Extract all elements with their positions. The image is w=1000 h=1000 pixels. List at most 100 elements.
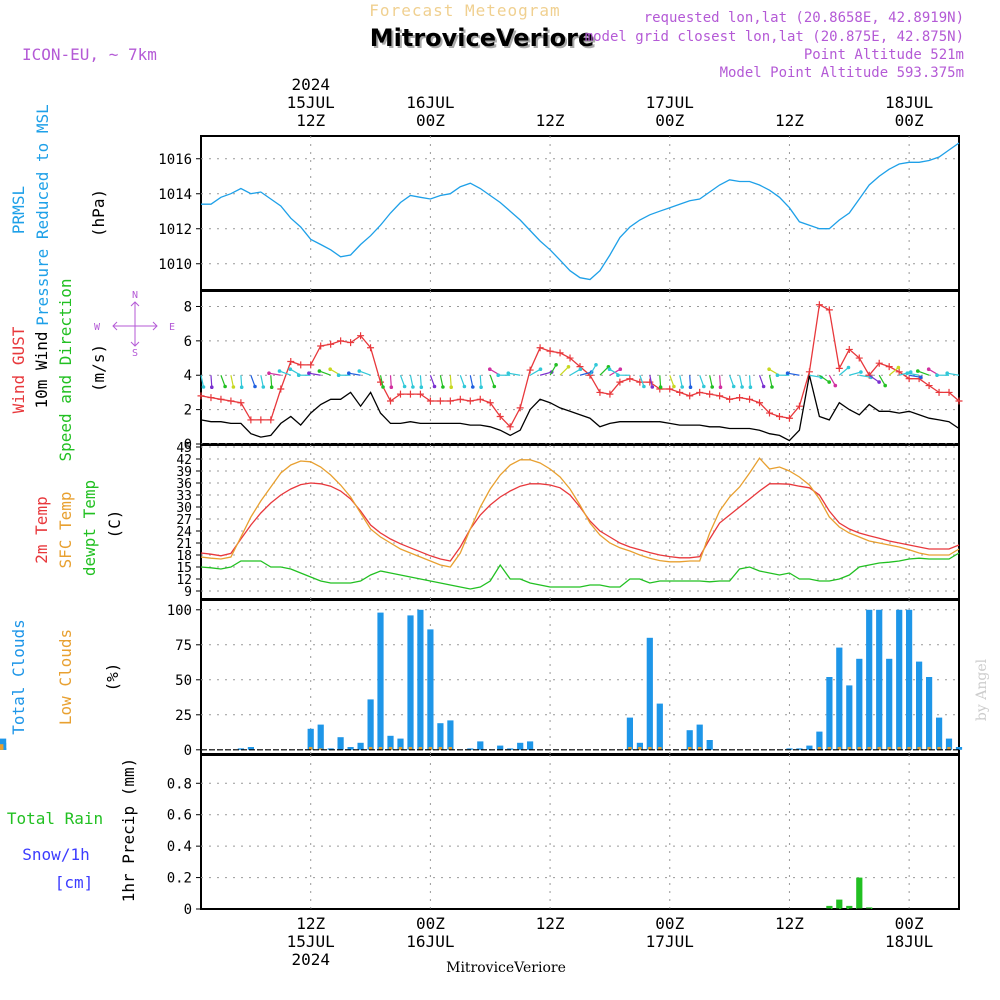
bar-low-clouds xyxy=(837,747,841,750)
bar-low-clouds xyxy=(877,747,881,750)
unit-precip: 1hr Precip (mm) xyxy=(119,758,138,903)
y-tick-label: 39 xyxy=(176,465,192,480)
gust-point xyxy=(855,354,863,362)
label-pressure: Pressure Reduced to MSL xyxy=(33,104,52,326)
label-total-rain: Total Rain xyxy=(7,809,103,828)
y-tick-label: 0.2 xyxy=(167,871,192,887)
wind-arrow-head xyxy=(261,385,266,389)
gust-point xyxy=(596,388,604,396)
wind-arrow xyxy=(469,375,474,388)
wind-arrow-head xyxy=(267,371,271,376)
gust-point xyxy=(396,390,404,398)
panel-labels: PRMSL Pressure Reduced to MSL (hPa) Wind… xyxy=(9,104,138,902)
wind-arrow-head xyxy=(253,384,257,389)
wind-arrow xyxy=(748,375,751,388)
bar-low-clouds xyxy=(887,747,891,750)
gust-point xyxy=(785,414,793,422)
gust-point xyxy=(426,397,434,405)
wind-arrow xyxy=(669,375,675,387)
bar-total-clouds xyxy=(786,748,793,750)
wind-arrow xyxy=(419,375,422,388)
bar-total-clouds xyxy=(806,745,813,750)
location-title: MitroviceVeriore xyxy=(372,26,596,54)
wind-arrow-head xyxy=(471,385,475,389)
time-label-top: 00Z xyxy=(655,111,684,130)
bar-total-clouds xyxy=(417,609,424,750)
gust-point xyxy=(875,359,883,367)
wind-arrow-head xyxy=(877,380,881,384)
bar-total-clouds xyxy=(636,742,643,750)
wind-arrow xyxy=(359,370,371,376)
wind-arrow-head xyxy=(740,385,744,389)
y-tick-label: 1016 xyxy=(158,152,192,168)
time-label-top: 00Z xyxy=(416,111,445,130)
wind-arrow xyxy=(838,367,849,376)
wind-arrow-head xyxy=(277,369,282,373)
bar-low-clouds xyxy=(319,748,323,750)
wind-arrow-head xyxy=(650,385,655,389)
wind-arrow xyxy=(868,374,880,383)
wind-arrow xyxy=(787,372,800,376)
wind-arrow-head xyxy=(488,367,492,372)
gust-point xyxy=(476,395,484,403)
wind-arrow-head xyxy=(479,385,483,390)
wind-arrow xyxy=(699,375,705,387)
wind-arrow xyxy=(909,374,922,378)
wind-arrow-head xyxy=(710,385,714,389)
bar-total-clouds xyxy=(427,629,434,750)
wind-arrow-head xyxy=(307,371,311,376)
bar-low-clouds xyxy=(398,747,403,750)
gust-point xyxy=(197,392,205,400)
y-tick-label: 1010 xyxy=(158,257,192,273)
wind-arrow xyxy=(589,364,597,376)
bar-total-clouds xyxy=(796,748,803,750)
wind-arrow-head xyxy=(775,373,780,378)
time-label-top: 2024 xyxy=(291,75,330,94)
point-altitude: Point Altitude 521m xyxy=(804,47,964,63)
wind-arrow-head xyxy=(296,373,301,378)
wind-arrow xyxy=(260,375,264,388)
wind-arrow xyxy=(819,374,830,383)
gust-point xyxy=(795,402,803,410)
series-2m-temp xyxy=(200,482,960,562)
wind-arrow-head xyxy=(607,367,612,372)
gust-point xyxy=(955,397,963,405)
gust-point xyxy=(526,366,534,374)
time-label-top: 17JUL xyxy=(646,93,694,112)
footer-location: MitroviceVeriore xyxy=(446,960,566,976)
wind-arrow-head xyxy=(381,385,385,389)
bar-total-rain xyxy=(826,905,833,909)
gust-point xyxy=(466,397,474,405)
bar-low-clouds xyxy=(309,747,313,750)
series-sfc-temp xyxy=(200,457,960,568)
wind-arrow xyxy=(878,374,886,386)
gust-point xyxy=(775,412,783,420)
wind-arrow xyxy=(549,364,557,376)
bar-low-clouds xyxy=(418,747,423,750)
wind-arrow xyxy=(828,374,836,386)
gust-point xyxy=(377,378,385,386)
bar-total-clouds xyxy=(357,742,364,750)
wind-arrow-head xyxy=(357,369,362,373)
bar-low-clouds xyxy=(378,747,383,750)
panel-frame xyxy=(200,754,960,910)
wind-arrow xyxy=(639,375,645,387)
time-label-bottom: 12Z xyxy=(775,914,804,933)
wind-arrow xyxy=(449,375,452,388)
bar-total-clouds xyxy=(247,747,254,750)
y-tick-label: 0 xyxy=(184,437,192,453)
y-tick-label: 25 xyxy=(175,708,192,724)
wind-arrow-head xyxy=(833,383,838,388)
gust-point xyxy=(885,363,893,371)
bar-total-clouds xyxy=(477,741,484,750)
bar-total-clouds xyxy=(517,742,524,750)
panel-precip: 0 0.2 0.4 0.6 0.8 xyxy=(167,754,960,918)
top-title: Forecast Meteogram xyxy=(369,1,560,20)
y-tick-label: 9 xyxy=(184,585,192,600)
wind-arrow-head xyxy=(538,367,543,372)
wind-compass: N S W E xyxy=(94,290,175,359)
time-label-bottom: 18JUL xyxy=(885,932,933,951)
unit-pressure: (hPa) xyxy=(89,189,108,237)
wind-direction-arrows xyxy=(200,363,960,390)
